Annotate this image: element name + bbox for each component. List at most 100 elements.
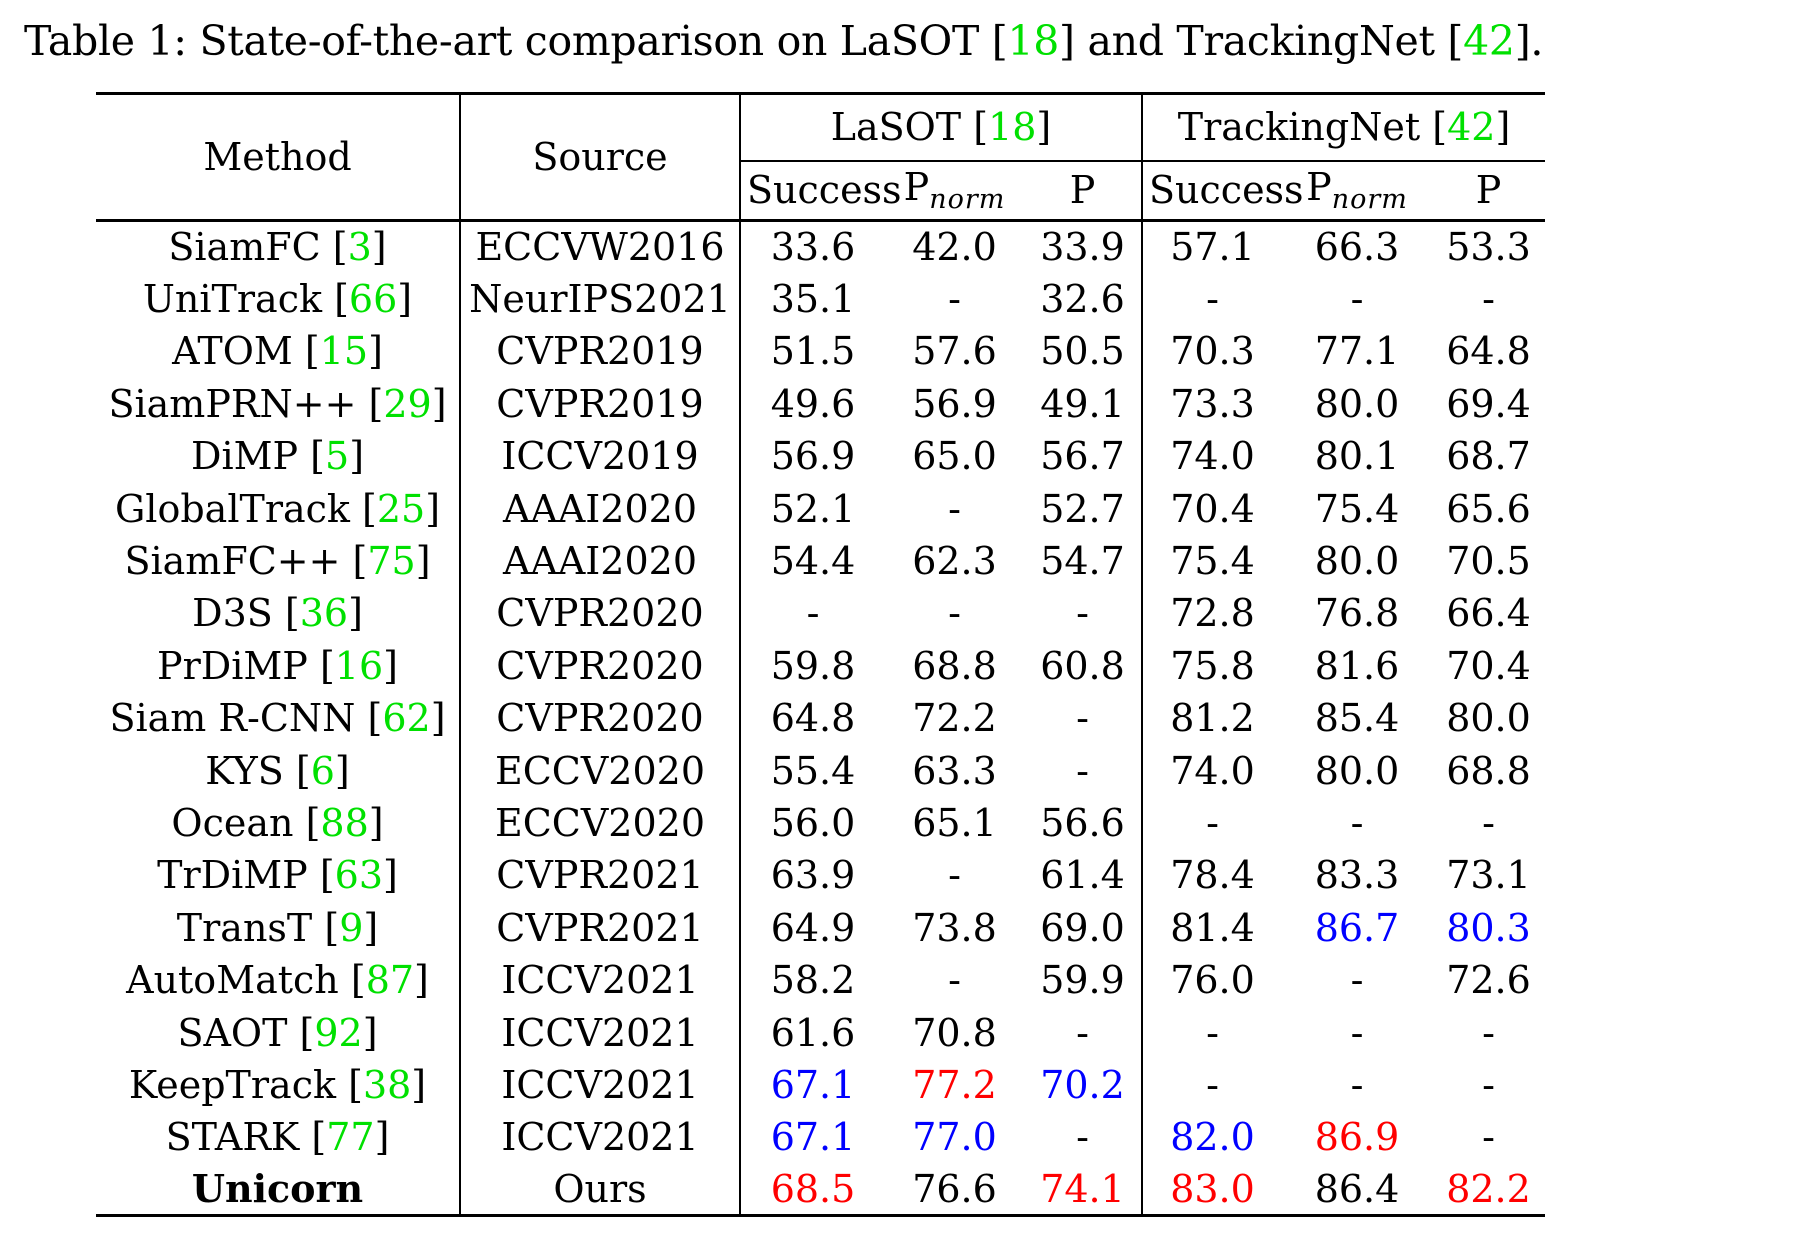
value-lasot-pnorm: - (948, 486, 961, 531)
table-row: SiamFC [3] ECCVW2016 33.6 42.0 33.9 57.1 66.3 5… (96, 220, 1545, 273)
table-row: SiamFC++ [75] AAAI2020 54.4 62.3 54.7 75.4 80.… (96, 534, 1545, 588)
method-name: TrDiMP (157, 853, 320, 898)
value-trackingnet-pnorm: 86.4 (1282, 1163, 1432, 1218)
value-lasot-p: 32.6 (1024, 272, 1143, 326)
citation-link[interactable]: 75 (367, 539, 416, 584)
bracket: [ (311, 1115, 327, 1160)
value-trackingnet-pnorm: 80.0 (1314, 381, 1400, 426)
value-trackingnet-success: 81.2 (1170, 696, 1255, 741)
method-cell: STARK [77] (96, 1111, 461, 1164)
source-cell: CVPR2020 (460, 639, 741, 693)
bracket: ] (430, 696, 446, 741)
value-lasot-p: 49.1 (1024, 377, 1143, 431)
value-lasot-success: 58.2 (770, 958, 856, 1003)
method-cell: Unicorn (96, 1163, 461, 1218)
citation-link[interactable]: 87 (365, 958, 415, 1003)
metric-base: P (903, 165, 930, 210)
citation-link[interactable]: 36 (299, 591, 349, 636)
citation-link[interactable]: 88 (320, 800, 369, 845)
value-trackingnet-p: 68.7 (1446, 434, 1531, 479)
citation-link-18[interactable]: 18 (1007, 17, 1060, 65)
dataset-name: LaSOT (830, 105, 974, 150)
method-cell: KeepTrack [38] (96, 1058, 461, 1112)
bracket: [ (367, 696, 383, 741)
value-trackingnet-p: 66.4 (1446, 591, 1531, 636)
bracket: [ (295, 748, 311, 793)
bracket: [ (319, 643, 335, 688)
value-lasot-success: 67.1 (770, 1062, 856, 1107)
value-trackingnet-p: 80.3 (1446, 905, 1531, 950)
value-lasot-p: - (1024, 1111, 1143, 1164)
bracket: ] (383, 853, 398, 898)
table-row: AutoMatch [87] ICCV2021 58.2-59.9 76.0-72.6 (96, 953, 1545, 1007)
citation-link[interactable]: 77 (326, 1115, 375, 1160)
citation-link[interactable]: 63 (334, 853, 384, 898)
bracket: [ (299, 1010, 315, 1055)
citation-link[interactable]: 16 (334, 643, 384, 688)
value-trackingnet-pnorm: - (1350, 1010, 1364, 1055)
value-lasot-pnorm: 77.2 (912, 1062, 997, 1107)
method-name: KYS (205, 748, 296, 793)
value-lasot-p: 33.9 (1024, 220, 1143, 273)
value-trackingnet-p: 70.4 (1446, 643, 1531, 688)
value-trackingnet-pnorm: - (1350, 1062, 1364, 1107)
value-lasot-pnorm: 76.6 (885, 1163, 1024, 1218)
citation-link[interactable]: 38 (362, 1062, 412, 1107)
value-lasot-success: 59.8 (770, 643, 856, 688)
caption-text: and TrackingNet (1074, 17, 1448, 65)
citation-link[interactable]: 15 (319, 329, 369, 374)
citation-link[interactable]: 66 (348, 277, 398, 322)
bracket: ] (334, 748, 350, 793)
citation-link[interactable]: 3 (347, 225, 372, 270)
method-name: SAOT (177, 1010, 300, 1055)
citation-link[interactable]: 9 (339, 905, 364, 950)
citation-link[interactable]: 29 (383, 381, 432, 426)
source-cell: CVPR2021 (460, 849, 741, 902)
method-cell: UniTrack [66] (96, 272, 461, 326)
value-trackingnet-success: 83.0 (1142, 1163, 1282, 1218)
method-name: UniTrack (142, 277, 335, 322)
value-lasot-pnorm: - (948, 853, 961, 898)
value-trackingnet-p: 53.3 (1446, 225, 1531, 270)
value-trackingnet-p: 69.4 (1446, 381, 1531, 426)
value-lasot-success: 51.5 (770, 329, 856, 374)
value-lasot-p: 56.6 (1024, 796, 1143, 850)
bracket: [ (973, 105, 989, 150)
value-trackingnet-success: - (1206, 1062, 1219, 1107)
value-lasot-success: 64.8 (770, 696, 856, 741)
value-trackingnet-success: - (1206, 1010, 1219, 1055)
table-row: Siam R-CNN [62] CVPR2020 64.8 72.2-81.2 85.4… (96, 692, 1545, 745)
value-trackingnet-pnorm: 85.4 (1314, 696, 1400, 741)
value-trackingnet-pnorm: 86.9 (1314, 1115, 1400, 1160)
citation-link[interactable]: 25 (376, 486, 426, 531)
value-trackingnet-pnorm: 75.4 (1314, 486, 1400, 531)
table-row: Ocean [88] ECCV2020 56.0 65.1 56.6- - - (96, 796, 1545, 850)
value-lasot-p: - (1024, 692, 1143, 745)
bracket: ] (383, 643, 398, 688)
citation-link-42[interactable]: 42 (1447, 105, 1496, 150)
value-lasot-success: 61.6 (770, 1010, 856, 1055)
citation-link-42[interactable]: 42 (1463, 17, 1515, 65)
bracket: [ (332, 225, 348, 270)
bracket: ] (425, 486, 441, 531)
value-trackingnet-pnorm: 80.0 (1314, 748, 1400, 793)
method-cell: SiamFC++ [75] (96, 534, 461, 588)
method-cell: Siam R-CNN [62] (96, 692, 461, 745)
citation-link[interactable]: 62 (382, 696, 431, 741)
column-header-lasot-pnorm: Pnorm (885, 160, 1024, 222)
method-name: AutoMatch (126, 958, 351, 1003)
table-row: Unicorn Ours 68.5 76.6 74.1 83.0 86.4 82.2 (96, 1163, 1546, 1218)
source-cell: ECCV2020 (460, 744, 741, 797)
source-cell: CVPR2019 (460, 377, 741, 431)
citation-link[interactable]: 5 (325, 434, 350, 479)
source-cell: ICCV2021 (460, 953, 741, 1007)
value-trackingnet-pnorm: 76.8 (1314, 591, 1400, 636)
citation-link[interactable]: 6 (310, 748, 335, 793)
value-trackingnet-pnorm: 80.0 (1314, 539, 1400, 584)
value-trackingnet-p: 64.8 (1446, 329, 1531, 374)
citation-link[interactable]: 92 (314, 1010, 363, 1055)
citation-link-18[interactable]: 18 (988, 105, 1037, 150)
bracket: [ (1432, 105, 1448, 150)
method-cell: PrDiMP [16] (96, 639, 461, 693)
method-name: SiamFC (168, 225, 333, 270)
